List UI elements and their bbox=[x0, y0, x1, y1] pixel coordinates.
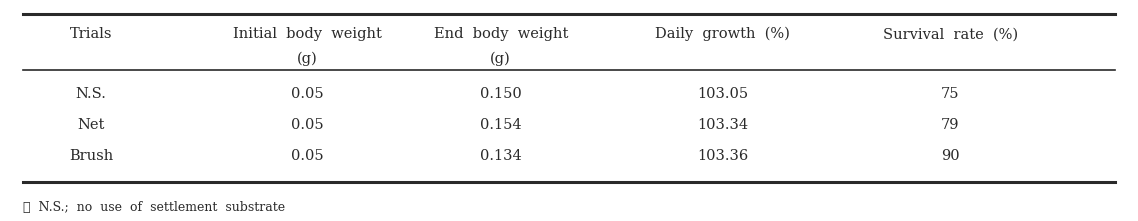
Text: 0.154: 0.154 bbox=[480, 118, 521, 132]
Text: Net: Net bbox=[77, 118, 105, 132]
Text: 0.134: 0.134 bbox=[480, 149, 521, 163]
Text: Initial  body  weight: Initial body weight bbox=[233, 27, 381, 41]
Text: (g): (g) bbox=[490, 51, 511, 66]
Text: 79: 79 bbox=[941, 118, 959, 132]
Text: 0.05: 0.05 bbox=[291, 149, 323, 163]
Text: 75: 75 bbox=[941, 87, 959, 101]
Text: 103.34: 103.34 bbox=[698, 118, 748, 132]
Text: Brush: Brush bbox=[69, 149, 113, 163]
Text: 103.05: 103.05 bbox=[698, 87, 748, 101]
Text: 0.05: 0.05 bbox=[291, 87, 323, 101]
Text: Daily  growth  (%): Daily growth (%) bbox=[655, 27, 790, 42]
Text: (g): (g) bbox=[297, 51, 318, 66]
Text: ※  N.S.;  no  use  of  settlement  substrate: ※ N.S.; no use of settlement substrate bbox=[23, 201, 284, 214]
Text: Survival  rate  (%): Survival rate (%) bbox=[883, 27, 1017, 41]
Text: Trials: Trials bbox=[69, 27, 113, 41]
Text: End  body  weight: End body weight bbox=[434, 27, 568, 41]
Text: 0.05: 0.05 bbox=[291, 118, 323, 132]
Text: N.S.: N.S. bbox=[75, 87, 107, 101]
Text: 0.150: 0.150 bbox=[480, 87, 521, 101]
Text: 90: 90 bbox=[941, 149, 959, 163]
Text: 103.36: 103.36 bbox=[696, 149, 749, 163]
